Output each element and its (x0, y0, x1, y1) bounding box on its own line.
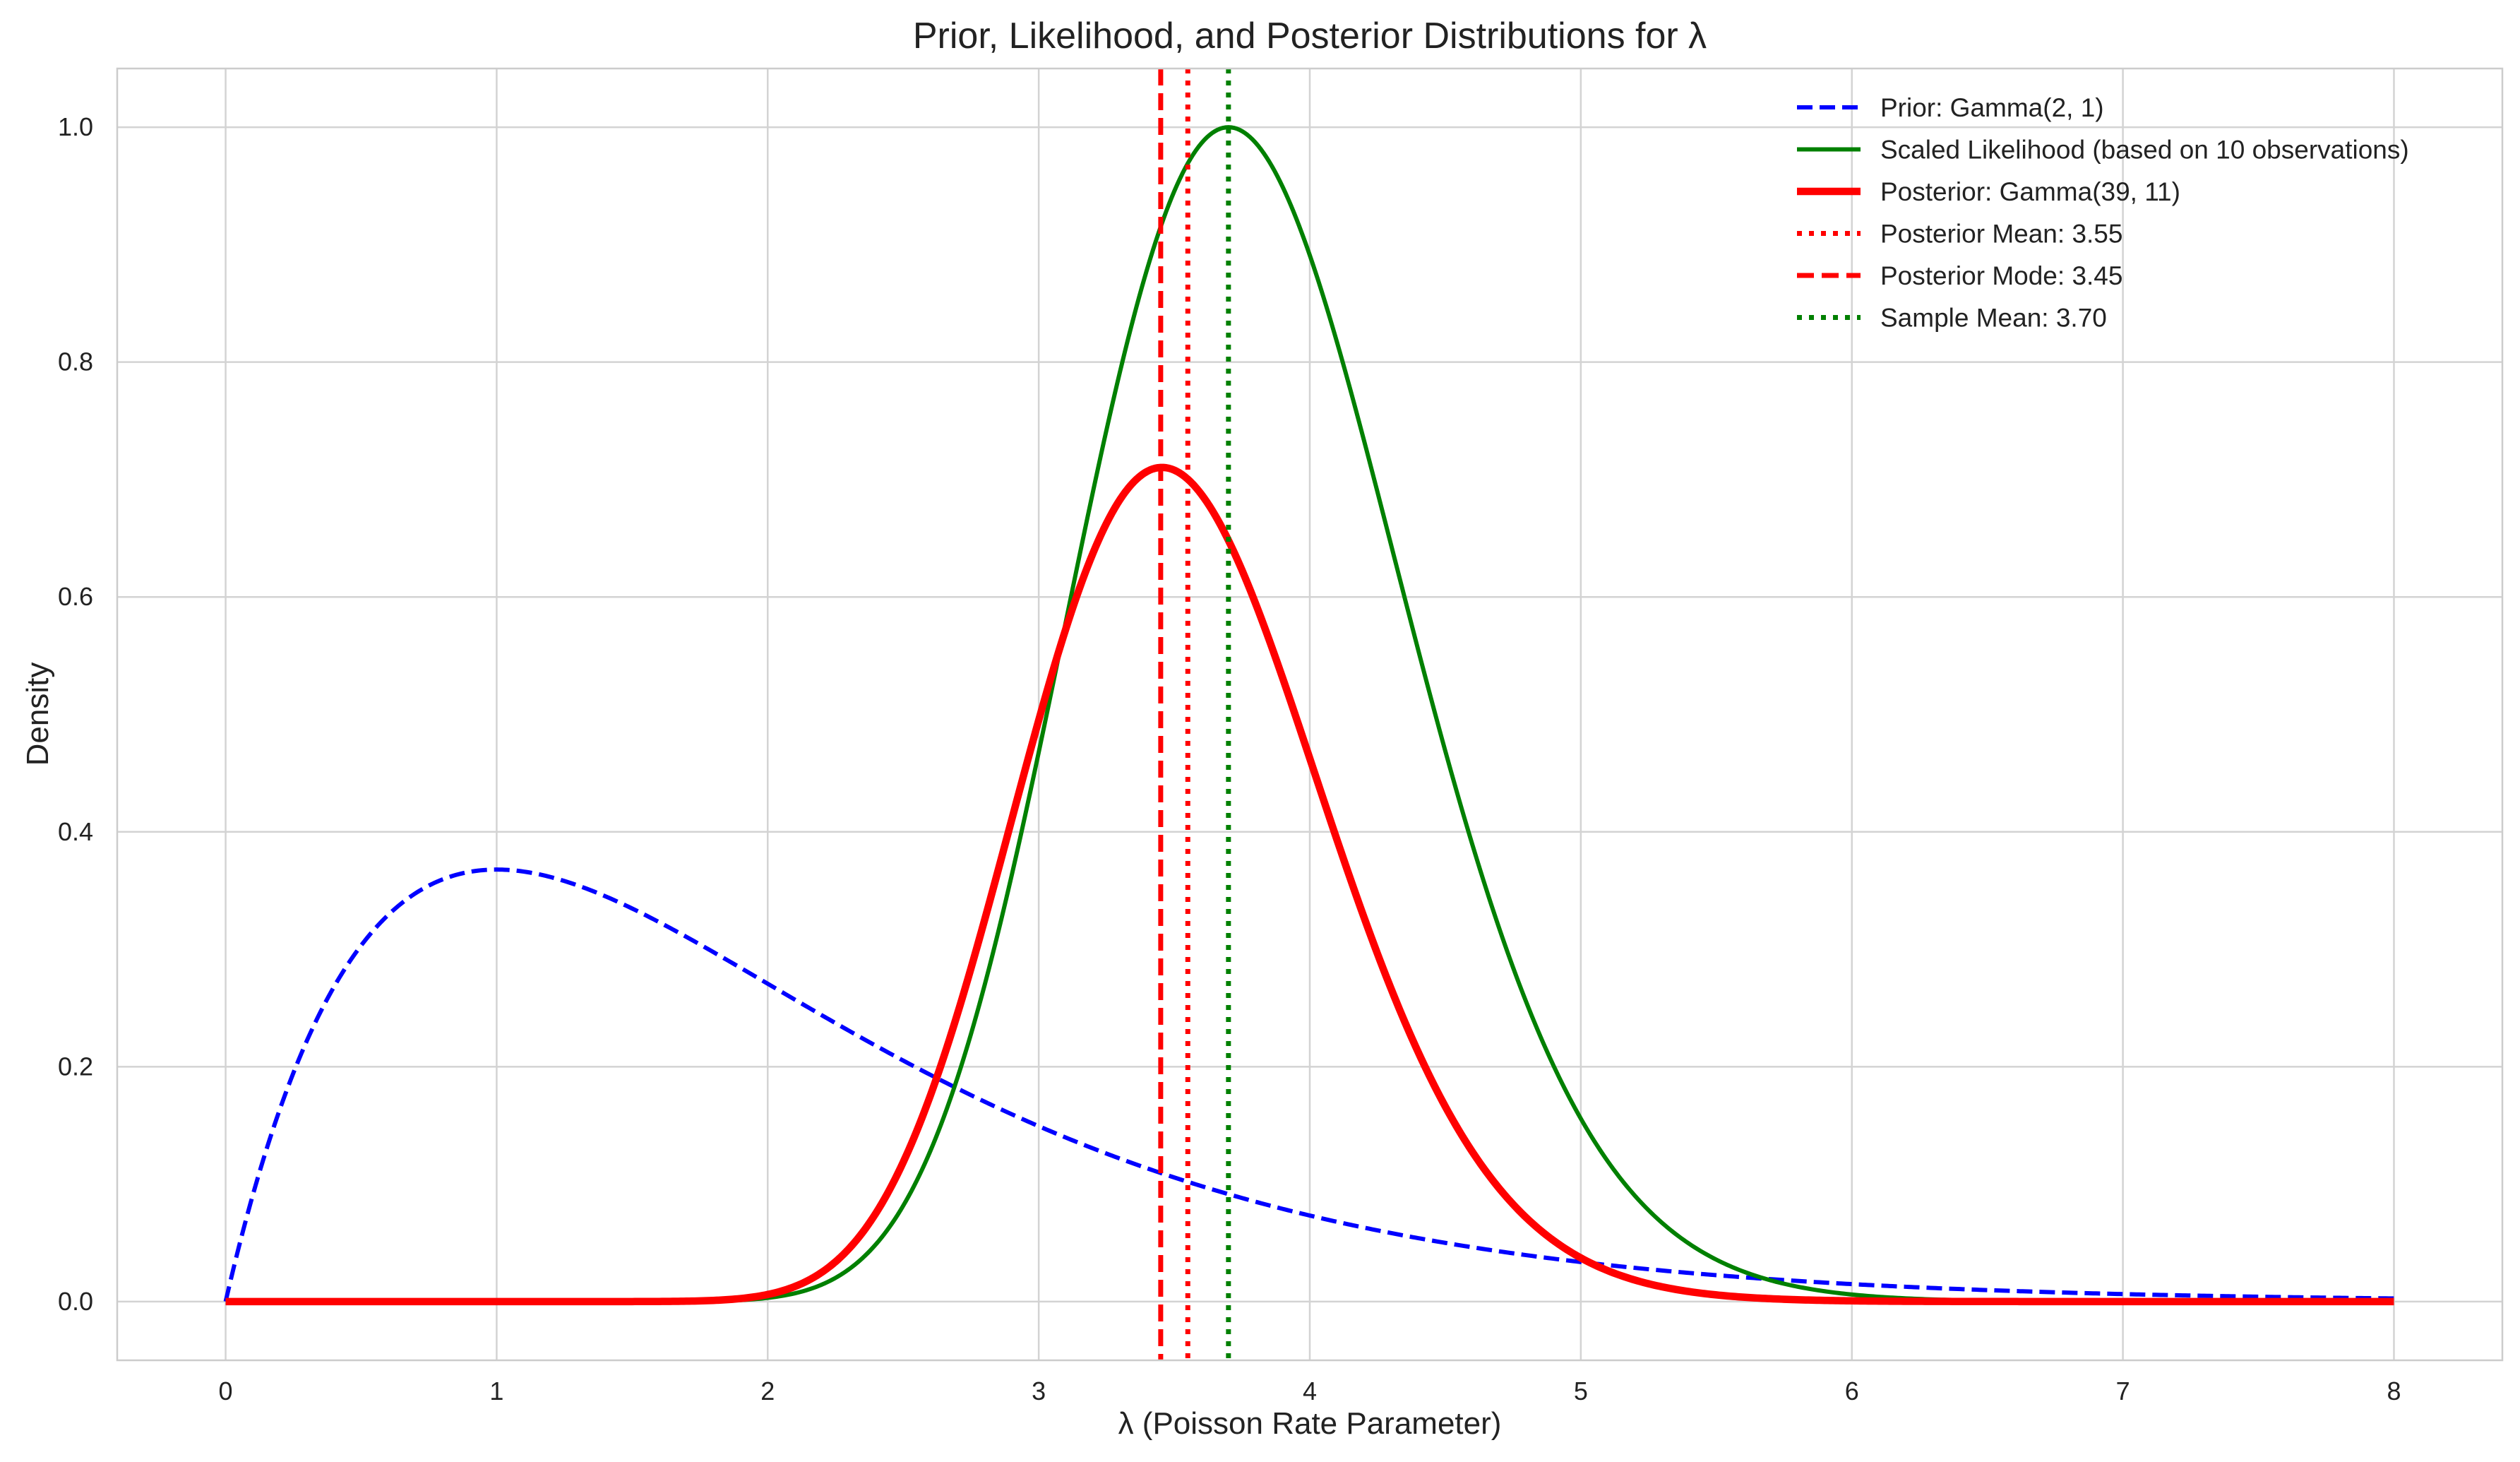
tick-labels: 0 1 2 3 4 5 6 7 8 0.0 0.2 0.4 0.6 0.8 1.0 (58, 112, 2401, 1405)
legend-label: Sample Mean: 3.70 (1880, 304, 2107, 333)
y-tick-label: 1.0 (58, 112, 93, 141)
y-tick-label: 0.4 (58, 817, 93, 846)
x-tick-label: 7 (2116, 1377, 2130, 1405)
plot-frame (116, 67, 2504, 1362)
series-curves (223, 69, 2395, 1360)
legend-label: Posterior Mean: 3.55 (1880, 220, 2122, 249)
legend: Prior: Gamma(2, 1) Scaled Likelihood (bas… (1797, 93, 2409, 333)
legend-label: Scaled Likelihood (based on 10 observati… (1880, 136, 2409, 165)
chart-title: Prior, Likelihood, and Posterior Distrib… (913, 16, 1707, 57)
y-tick-label: 0.6 (58, 582, 93, 611)
series-line (223, 867, 2394, 1302)
x-tick-label: 5 (1574, 1377, 1588, 1405)
x-tick-label: 4 (1303, 1377, 1317, 1405)
y-tick-label: 0.2 (58, 1052, 93, 1081)
x-tick-label: 0 (219, 1377, 233, 1405)
legend-label: Posterior: Gamma(39, 11) (1880, 177, 2180, 206)
x-axis-label: λ (Poisson Rate Parameter) (1118, 1406, 1502, 1441)
x-tick-label: 8 (2387, 1377, 2401, 1405)
x-tick-label: 3 (1032, 1377, 1046, 1405)
x-tick-label: 2 (760, 1377, 775, 1405)
series-line (225, 463, 2395, 1306)
x-tick-label: 6 (1845, 1377, 1859, 1405)
x-tick-label: 1 (489, 1377, 503, 1405)
grid (117, 69, 2502, 1360)
y-tick-label: 0.8 (58, 347, 93, 376)
y-axis-label: Density (20, 662, 55, 766)
legend-label: Posterior Mode: 3.45 (1880, 261, 2122, 290)
y-tick-label: 0.0 (58, 1287, 93, 1316)
legend-label: Prior: Gamma(2, 1) (1880, 93, 2104, 122)
